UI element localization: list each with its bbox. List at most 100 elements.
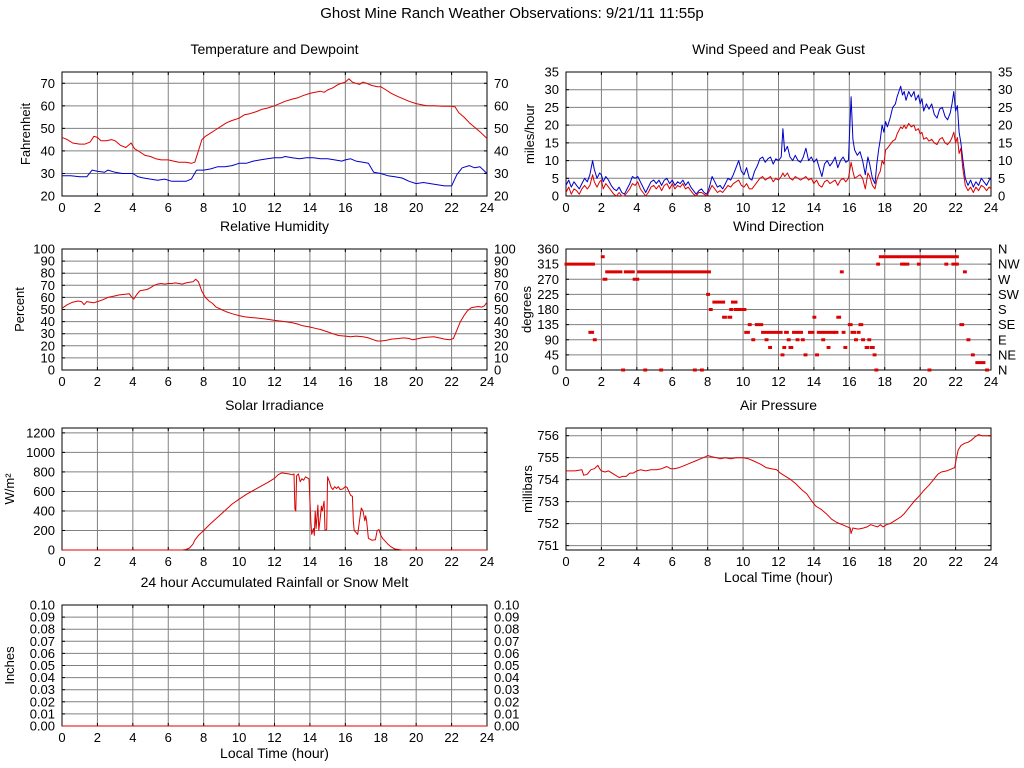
x-tick-label: 10 [232, 374, 246, 389]
chart-title-wind-direction: Wind Direction [733, 218, 824, 234]
x-tick-label: 8 [704, 374, 711, 389]
y-axis-label-air-pressure: millibars [520, 465, 535, 513]
chart-title-temperature-dewpoint: Temperature and Dewpoint [190, 41, 358, 57]
y-tick-label: 1200 [26, 425, 55, 440]
page-title: Ghost Mine Ranch Weather Observations: 9… [320, 5, 704, 22]
x-tick-label: 18 [374, 554, 388, 569]
y-tick-label-right: S [998, 302, 1007, 317]
x-tick-label: 14 [303, 730, 317, 745]
x-tick-label: 22 [444, 554, 458, 569]
x-tick-label: 12 [267, 374, 281, 389]
x-tick-label: 16 [338, 730, 352, 745]
y-tick-label: 30 [41, 326, 55, 341]
y-axis-label-rainfall: Inches [2, 646, 17, 685]
y-tick-label: 30 [41, 166, 55, 181]
y-tick-label-right: 5 [998, 171, 1005, 186]
x-axis-label-rainfall: Local Time (hour) [220, 745, 329, 761]
y-tick-label-right: 100 [494, 242, 516, 257]
x-tick-label: 6 [165, 200, 172, 215]
chart-solar-irradiance: Solar IrradianceW/m²02004006008001000120… [2, 397, 494, 569]
grid [566, 428, 991, 550]
x-tick-label: 10 [736, 554, 750, 569]
x-tick-label: 6 [165, 730, 172, 745]
x-tick-label: 4 [633, 374, 640, 389]
y-tick-label: 400 [33, 503, 55, 518]
x-tick-label: 4 [129, 554, 136, 569]
x-tick-label: 10 [232, 554, 246, 569]
chart-title-air-pressure: Air Pressure [740, 397, 817, 413]
x-tick-label: 8 [200, 554, 207, 569]
y-tick-label-right: 0.10 [494, 598, 519, 613]
y-tick-label-right: 30 [494, 326, 508, 341]
y-tick-label: 600 [33, 484, 55, 499]
series-wind-speed [565, 122, 992, 197]
x-tick-label: 14 [807, 554, 821, 569]
y-tick-label: 60 [41, 98, 55, 113]
grid [62, 428, 487, 550]
y-tick-label: 0 [552, 363, 559, 378]
x-tick-label: 22 [444, 730, 458, 745]
y-tick-label: 0 [48, 543, 55, 558]
y-tick-label: 90 [41, 254, 55, 269]
y-tick-label: 0 [552, 189, 559, 204]
y-tick-label: 751 [537, 538, 559, 553]
x-tick-label: 0 [562, 200, 569, 215]
x-tick-label: 18 [878, 374, 892, 389]
x-tick-label: 16 [842, 200, 856, 215]
x-tick-label: 16 [338, 374, 352, 389]
x-tick-label: 12 [771, 554, 785, 569]
y-tick-label-right: 60 [494, 290, 508, 305]
y-tick-label-right: 0.08 [494, 622, 519, 637]
x-tick-label: 18 [374, 200, 388, 215]
x-tick-label: 14 [303, 200, 317, 215]
x-tick-label: 8 [200, 374, 207, 389]
y-tick-label: 0.06 [30, 646, 55, 661]
y-tick-label: 10 [41, 350, 55, 365]
grid [62, 249, 487, 370]
x-tick-label: 18 [878, 200, 892, 215]
x-tick-label: 16 [338, 200, 352, 215]
y-tick-label: 225 [537, 287, 559, 302]
y-tick-label-right: N [998, 242, 1007, 257]
x-tick-label: 4 [129, 374, 136, 389]
y-tick-label-right: NW [998, 257, 1020, 272]
x-tick-label: 10 [736, 374, 750, 389]
y-tick-label: 0.08 [30, 622, 55, 637]
y-tick-label: 0.05 [30, 658, 55, 673]
x-tick-label: 2 [94, 554, 101, 569]
x-tick-label: 0 [562, 374, 569, 389]
y-tick-label: 25 [545, 100, 559, 115]
x-tick-label: 22 [948, 374, 962, 389]
x-tick-label: 0 [58, 200, 65, 215]
y-tick-label: 10 [545, 153, 559, 168]
x-tick-label: 6 [165, 374, 172, 389]
y-tick-label: 20 [41, 338, 55, 353]
x-tick-label: 8 [200, 730, 207, 745]
y-tick-label-right: 50 [494, 121, 508, 136]
y-tick-label: 315 [537, 257, 559, 272]
y-tick-label-right: 0.09 [494, 610, 519, 625]
x-tick-label: 24 [984, 200, 998, 215]
y-tick-label-right: N [998, 363, 1007, 378]
y-tick-label: 50 [41, 302, 55, 317]
y-tick-label: 0.02 [30, 694, 55, 709]
y-tick-label-right: 30 [998, 82, 1012, 97]
y-tick-label: 5 [552, 171, 559, 186]
x-tick-label: 20 [409, 200, 423, 215]
x-tick-label: 12 [771, 200, 785, 215]
x-tick-label: 12 [267, 200, 281, 215]
y-tick-label-right: 0.02 [494, 694, 519, 709]
y-tick-label: 20 [545, 118, 559, 133]
x-tick-label: 14 [303, 554, 317, 569]
x-tick-label: 0 [58, 730, 65, 745]
y-tick-label: 30 [545, 82, 559, 97]
y-tick-label: 40 [41, 314, 55, 329]
series-peak-gust [565, 85, 992, 195]
y-tick-label: 800 [33, 464, 55, 479]
chart-title-relative-humidity: Relative Humidity [220, 218, 329, 234]
y-axis-label-wind-speed-gust: miles/hour [522, 103, 537, 164]
y-tick-label: 754 [537, 472, 559, 487]
